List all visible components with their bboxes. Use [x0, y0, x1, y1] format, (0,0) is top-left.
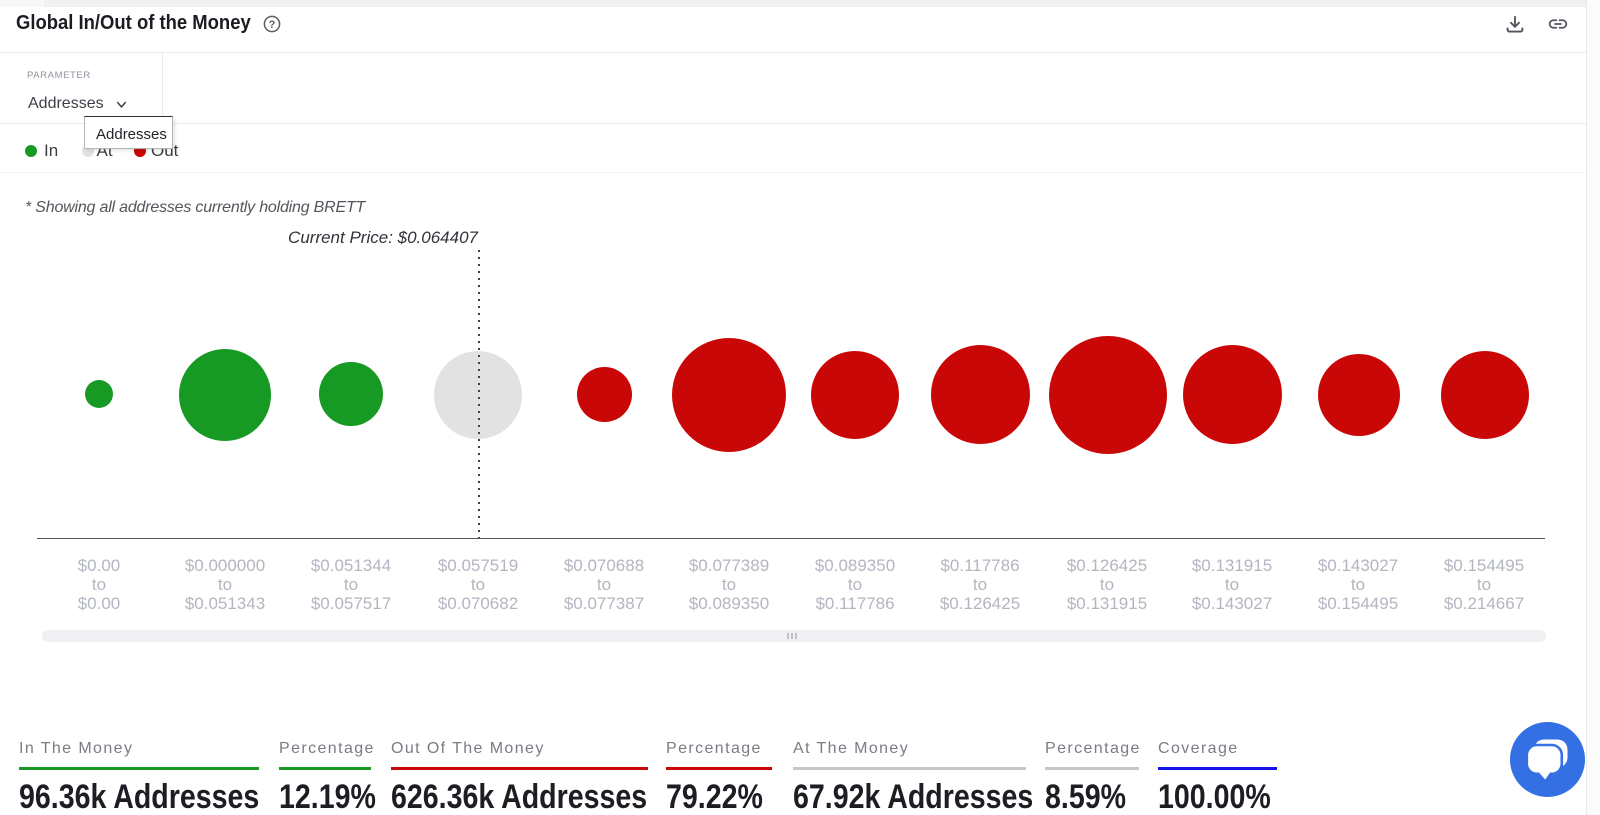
svg-text:?: ?: [269, 19, 276, 31]
